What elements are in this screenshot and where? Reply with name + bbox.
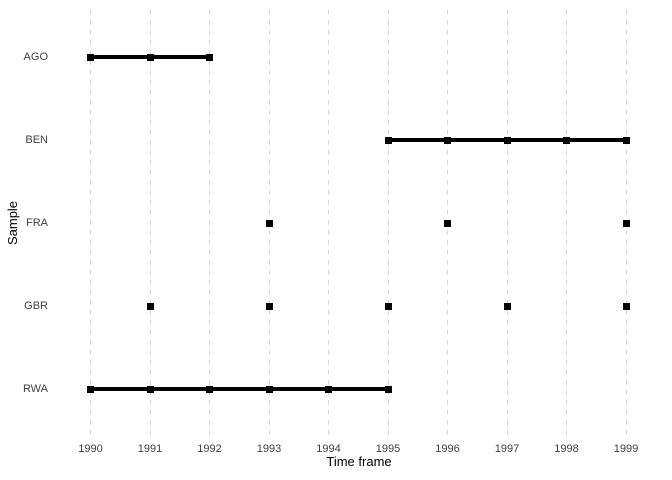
y-tick-label-FRA: FRA <box>26 217 48 230</box>
point-BEN-1997 <box>503 136 511 144</box>
x-tick-label-1990: 1990 <box>78 443 103 455</box>
x-tick-label-1991: 1991 <box>137 443 163 455</box>
gridline-1990 <box>90 10 91 436</box>
gridline-1995 <box>387 10 389 436</box>
point-GBR-1991 <box>146 302 154 310</box>
point-FRA-1996 <box>444 219 451 227</box>
point-AGO-1992 <box>206 53 213 61</box>
point-GBR-1997 <box>503 302 511 310</box>
point-RWA-1995 <box>384 385 392 393</box>
point-AGO-1990 <box>87 53 94 61</box>
x-tick-label-1993: 1993 <box>256 443 282 455</box>
x-tick-label-1997: 1997 <box>494 443 520 455</box>
gridline-1998 <box>566 10 567 436</box>
point-RWA-1991 <box>146 385 154 393</box>
point-BEN-1998 <box>563 136 570 144</box>
y-tick-label-RWA: RWA <box>22 383 48 396</box>
gridline-1992 <box>209 10 210 436</box>
point-BEN-1995 <box>384 136 392 144</box>
x-tick-label-1998: 1998 <box>554 443 579 455</box>
point-GBR-1993 <box>265 302 273 310</box>
point-RWA-1993 <box>265 385 273 393</box>
point-RWA-1994 <box>325 385 332 393</box>
point-GBR-1995 <box>384 302 392 310</box>
y-tick-label-AGO: AGO <box>23 51 48 63</box>
point-RWA-1990 <box>87 385 94 393</box>
point-GBR-1999 <box>622 302 630 310</box>
point-BEN-1999 <box>622 136 630 144</box>
point-AGO-1991 <box>146 53 154 61</box>
gridline-1997 <box>506 10 508 436</box>
y-tick-label-BEN: BEN <box>25 134 48 147</box>
point-FRA-1993 <box>265 219 273 227</box>
x-tick-label-1992: 1992 <box>197 443 222 455</box>
x-tick-label-1996: 1996 <box>435 443 460 455</box>
x-tick-label-1994: 1994 <box>316 443 341 455</box>
segment-RWA <box>90 387 388 392</box>
point-BEN-1996 <box>444 136 451 144</box>
gridline-1991 <box>149 10 151 436</box>
x-tick-label-1999: 1999 <box>613 443 639 455</box>
point-RWA-1992 <box>206 385 213 393</box>
gridline-1994 <box>328 10 329 436</box>
y-tick-label-GBR: GBR <box>24 300 48 313</box>
point-FRA-1999 <box>622 219 630 227</box>
x-tick-label-1995: 1995 <box>375 443 401 455</box>
y-axis-title: Sample <box>5 200 20 246</box>
x-axis-title: Time frame <box>326 454 392 469</box>
